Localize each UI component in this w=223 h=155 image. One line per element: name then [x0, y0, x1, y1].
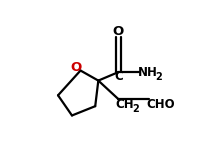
- Text: 2: 2: [132, 104, 139, 114]
- Text: O: O: [113, 25, 124, 38]
- Text: NH: NH: [138, 66, 158, 79]
- Text: O: O: [70, 61, 81, 74]
- Text: CH: CH: [115, 98, 134, 111]
- Text: C: C: [114, 70, 123, 83]
- Text: 2: 2: [155, 72, 162, 82]
- Text: CHO: CHO: [147, 98, 176, 111]
